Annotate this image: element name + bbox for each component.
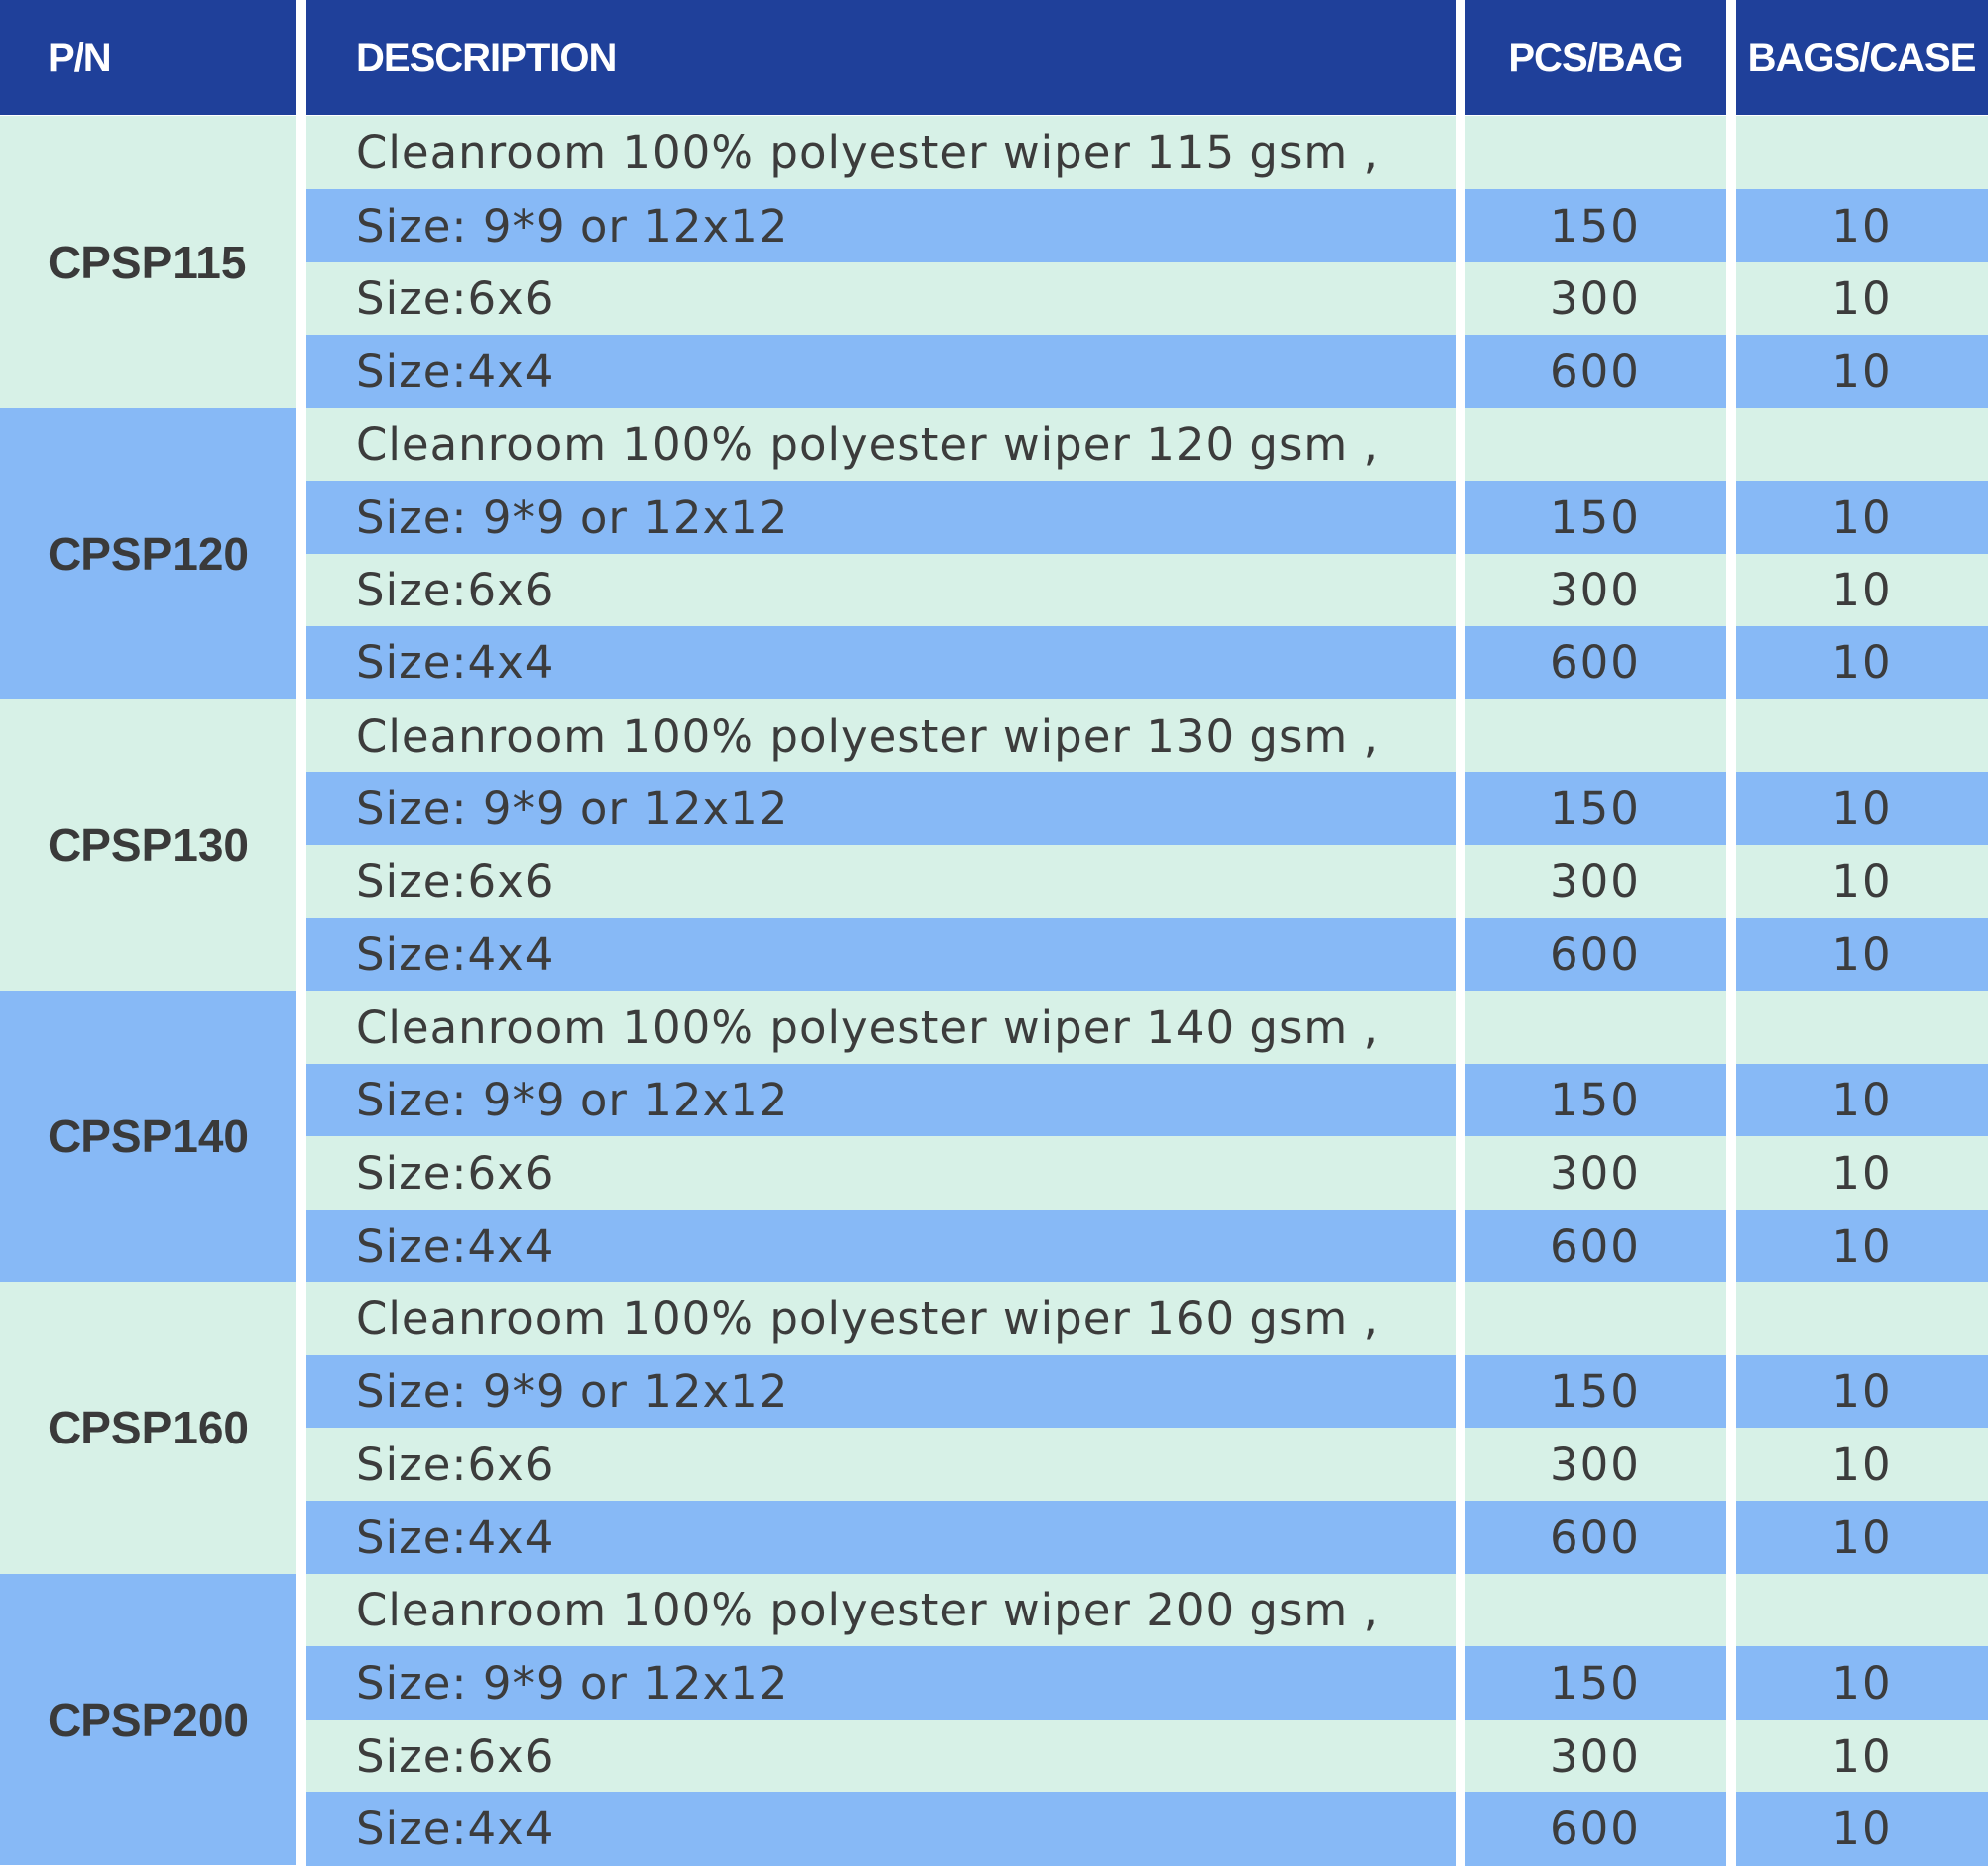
bags-per-case-cell: 10	[1736, 1355, 1988, 1429]
bags-per-case-cell: 10	[1736, 1719, 1988, 1793]
description-cell: Size: 9*9 or 12x12	[306, 771, 1456, 846]
pcs-per-bag-cell: 150	[1465, 1646, 1726, 1721]
bags-per-case-cell: 10	[1736, 480, 1988, 555]
pcs-per-bag-cell	[1465, 990, 1726, 1065]
part-number-cell: CPSP160	[0, 1281, 296, 1574]
pcs-per-bag-cell: 150	[1465, 1355, 1726, 1429]
pcs-per-bag-cell: 600	[1465, 626, 1726, 700]
pcs-per-bag-cell: 600	[1465, 1209, 1726, 1283]
pcs-per-bag-cell: 150	[1465, 189, 1726, 263]
pcs-per-bag-cell	[1465, 699, 1726, 773]
bags-per-case-cell: 10	[1736, 1428, 1988, 1502]
bags-per-case-cell: 10	[1736, 626, 1988, 700]
description-cell: Cleanroom 100% polyester wiper 160 gsm ,	[306, 1281, 1456, 1356]
bags-per-case-cell: 10	[1736, 1500, 1988, 1575]
part-number-cell: CPSP200	[0, 1574, 296, 1866]
part-number-cell: CPSP115	[0, 116, 296, 409]
description-cell: Size: 9*9 or 12x12	[306, 1646, 1456, 1721]
description-cell: Size: 9*9 or 12x12	[306, 1355, 1456, 1429]
bags-per-case-cell: 10	[1736, 1209, 1988, 1283]
bags-per-case-cell: 10	[1736, 1063, 1988, 1137]
pcs-per-bag-cell: 150	[1465, 1063, 1726, 1137]
description-cell: Size:6x6	[306, 261, 1456, 336]
pcs-per-bag-cell	[1465, 1574, 1726, 1647]
bags-per-case-cell: 10	[1736, 918, 1988, 992]
pcs-per-bag-cell: 300	[1465, 1136, 1726, 1210]
description-cell: Cleanroom 100% polyester wiper 140 gsm ,	[306, 990, 1456, 1065]
pcs-per-bag-cell: 300	[1465, 553, 1726, 627]
bags-per-case-cell: 10	[1736, 189, 1988, 263]
description-cell: Size:4x4	[306, 918, 1456, 992]
description-cell: Cleanroom 100% polyester wiper 200 gsm ,	[306, 1574, 1456, 1647]
pcs-per-bag-cell: 150	[1465, 771, 1726, 846]
pcs-per-bag-cell: 600	[1465, 1500, 1726, 1575]
bags-per-case-cell	[1736, 1281, 1988, 1356]
pcs-per-bag-cell: 150	[1465, 480, 1726, 555]
description-cell: Cleanroom 100% polyester wiper 115 gsm ,	[306, 116, 1456, 190]
description-cell: Size:6x6	[306, 1719, 1456, 1793]
description-cell: Size:6x6	[306, 845, 1456, 919]
pcs-per-bag-cell: 600	[1465, 1791, 1726, 1866]
part-number-cell: CPSP130	[0, 699, 296, 991]
description-cell: Cleanroom 100% polyester wiper 130 gsm ,	[306, 699, 1456, 773]
pcs-per-bag-cell	[1465, 408, 1726, 481]
pcs-per-bag-cell: 600	[1465, 334, 1726, 409]
description-cell: Size:4x4	[306, 1500, 1456, 1575]
description-cell: Size:4x4	[306, 1791, 1456, 1866]
bags-per-case-cell: 10	[1736, 553, 1988, 627]
pcs-per-bag-cell: 300	[1465, 1428, 1726, 1502]
bags-per-case-cell: 10	[1736, 845, 1988, 919]
description-cell: Size: 9*9 or 12x12	[306, 480, 1456, 555]
description-cell: Size:4x4	[306, 626, 1456, 700]
part-number-cell: CPSP120	[0, 408, 296, 700]
pcs-per-bag-cell	[1465, 116, 1726, 190]
header-pcs-per-bag: PCS/BAG	[1465, 0, 1726, 115]
description-cell: Size:4x4	[306, 1209, 1456, 1283]
description-cell: Size:6x6	[306, 1428, 1456, 1502]
description-cell: Size:4x4	[306, 334, 1456, 409]
bags-per-case-cell: 10	[1736, 1791, 1988, 1866]
bags-per-case-cell	[1736, 1574, 1988, 1647]
bags-per-case-cell: 10	[1736, 334, 1988, 409]
bags-per-case-cell: 10	[1736, 261, 1988, 336]
pcs-per-bag-cell: 300	[1465, 1719, 1726, 1793]
bags-per-case-cell: 10	[1736, 1136, 1988, 1210]
description-cell: Size: 9*9 or 12x12	[306, 189, 1456, 263]
bags-per-case-cell	[1736, 699, 1988, 773]
bags-per-case-cell	[1736, 116, 1988, 190]
pcs-per-bag-cell: 600	[1465, 918, 1726, 992]
description-cell: Size: 9*9 or 12x12	[306, 1063, 1456, 1137]
bags-per-case-cell	[1736, 408, 1988, 481]
bags-per-case-cell: 10	[1736, 1646, 1988, 1721]
pcs-per-bag-cell	[1465, 1281, 1726, 1356]
header-pn: P/N	[0, 0, 296, 115]
header-bags-per-case: BAGS/CASE	[1736, 0, 1988, 115]
bags-per-case-cell	[1736, 990, 1988, 1065]
pcs-per-bag-cell: 300	[1465, 261, 1726, 336]
bags-per-case-cell: 10	[1736, 771, 1988, 846]
pcs-per-bag-cell: 300	[1465, 845, 1726, 919]
description-cell: Cleanroom 100% polyester wiper 120 gsm ,	[306, 408, 1456, 481]
part-number-cell: CPSP140	[0, 990, 296, 1282]
description-cell: Size:6x6	[306, 553, 1456, 627]
description-cell: Size:6x6	[306, 1136, 1456, 1210]
header-description: DESCRIPTION	[306, 0, 1456, 115]
